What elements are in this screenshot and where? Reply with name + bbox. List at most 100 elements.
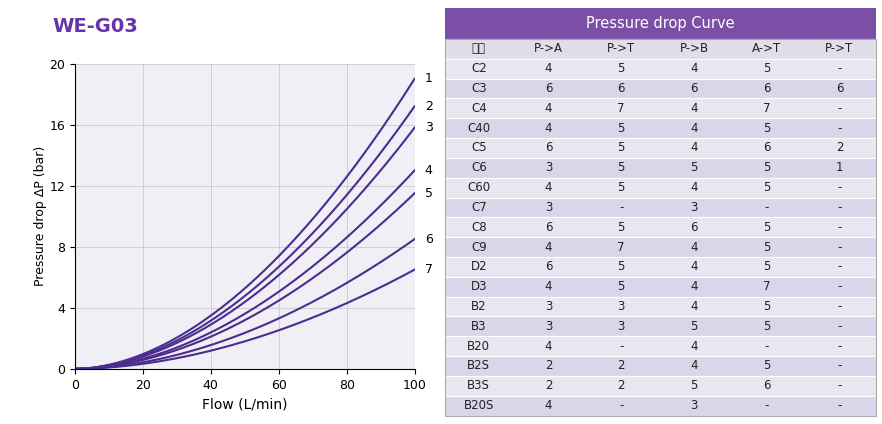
Text: 5: 5 (617, 260, 625, 273)
Text: B3S: B3S (467, 379, 490, 392)
Bar (445, 178, 876, 198)
Text: 4: 4 (691, 142, 698, 154)
Text: B2: B2 (471, 300, 487, 313)
Text: -: - (619, 201, 624, 214)
Text: 4: 4 (691, 260, 698, 273)
Bar (445, 297, 876, 316)
Text: 3: 3 (545, 300, 552, 313)
Text: 3: 3 (691, 399, 698, 412)
Text: 5: 5 (763, 62, 770, 75)
Text: 5: 5 (425, 187, 433, 200)
Text: 6: 6 (763, 142, 771, 154)
Text: 4: 4 (691, 122, 698, 135)
Text: 4: 4 (545, 340, 552, 353)
Bar (445, 98, 876, 118)
Text: -: - (837, 320, 841, 333)
Text: C5: C5 (471, 142, 487, 154)
Text: 5: 5 (617, 181, 625, 194)
Text: 1: 1 (836, 161, 843, 174)
Text: 4: 4 (545, 122, 552, 135)
Text: 5: 5 (617, 161, 625, 174)
Text: 6: 6 (836, 82, 843, 95)
Text: 7: 7 (617, 102, 625, 115)
Text: 6: 6 (691, 221, 698, 234)
Text: 7: 7 (425, 263, 433, 276)
Text: 5: 5 (617, 122, 625, 135)
Text: -: - (837, 181, 841, 194)
Text: P->T: P->T (607, 42, 635, 56)
Y-axis label: Pressure drop ΔP (bar): Pressure drop ΔP (bar) (34, 146, 47, 286)
Text: 4: 4 (545, 102, 552, 115)
Text: P->T: P->T (826, 42, 854, 56)
Text: 6: 6 (763, 82, 771, 95)
Text: 5: 5 (617, 221, 625, 234)
Text: C40: C40 (467, 122, 490, 135)
Text: 6: 6 (545, 142, 552, 154)
Text: C4: C4 (471, 102, 487, 115)
Text: 1: 1 (425, 73, 432, 85)
Bar (445, 277, 876, 297)
Text: 4: 4 (691, 340, 698, 353)
Text: 5: 5 (763, 240, 770, 254)
Text: 2: 2 (425, 100, 432, 113)
Text: A->T: A->T (752, 42, 781, 56)
Text: P->A: P->A (534, 42, 563, 56)
Text: 4: 4 (545, 399, 552, 412)
Text: 5: 5 (763, 122, 770, 135)
Text: 6: 6 (545, 221, 552, 234)
Text: D2: D2 (470, 260, 487, 273)
Text: 4: 4 (691, 280, 698, 293)
Bar (445, 138, 876, 158)
Text: Pressure drop Curve: Pressure drop Curve (587, 16, 735, 31)
Text: 4: 4 (545, 62, 552, 75)
Text: 3: 3 (617, 320, 625, 333)
Text: 5: 5 (763, 221, 770, 234)
Text: 5: 5 (691, 379, 698, 392)
Text: 型式: 型式 (472, 42, 486, 56)
Text: 5: 5 (617, 62, 625, 75)
Text: 3: 3 (617, 300, 625, 313)
Bar (445, 39, 876, 59)
Text: -: - (837, 379, 841, 392)
Bar (445, 336, 876, 356)
Text: C9: C9 (471, 240, 487, 254)
Text: B20S: B20S (464, 399, 494, 412)
Text: 7: 7 (763, 280, 771, 293)
Bar (445, 8, 876, 39)
Text: 4: 4 (545, 240, 552, 254)
Text: 5: 5 (763, 300, 770, 313)
Bar (445, 78, 876, 98)
X-axis label: Flow (L/min): Flow (L/min) (202, 397, 288, 411)
Text: 5: 5 (763, 161, 770, 174)
Text: 4: 4 (691, 181, 698, 194)
Text: B20: B20 (467, 340, 490, 353)
Bar (445, 257, 876, 277)
Text: -: - (837, 340, 841, 353)
Text: 2: 2 (836, 142, 843, 154)
Text: 4: 4 (691, 300, 698, 313)
Text: 2: 2 (545, 379, 552, 392)
Text: B3: B3 (471, 320, 487, 333)
Text: 6: 6 (545, 260, 552, 273)
Text: 2: 2 (545, 360, 552, 372)
Text: -: - (765, 201, 769, 214)
Text: C6: C6 (471, 161, 487, 174)
Text: -: - (837, 280, 841, 293)
Bar (445, 237, 876, 257)
Text: 4: 4 (691, 62, 698, 75)
Bar (445, 218, 876, 237)
Text: -: - (765, 399, 769, 412)
Bar (445, 316, 876, 336)
Text: 4: 4 (691, 360, 698, 372)
Text: 2: 2 (617, 360, 625, 372)
Text: 4: 4 (545, 280, 552, 293)
Text: -: - (765, 340, 769, 353)
Bar (445, 376, 876, 396)
Text: 5: 5 (763, 260, 770, 273)
Text: -: - (837, 360, 841, 372)
Text: 4: 4 (691, 240, 698, 254)
Text: 3: 3 (691, 201, 698, 214)
Text: -: - (619, 340, 624, 353)
Text: 6: 6 (763, 379, 771, 392)
Text: -: - (837, 122, 841, 135)
